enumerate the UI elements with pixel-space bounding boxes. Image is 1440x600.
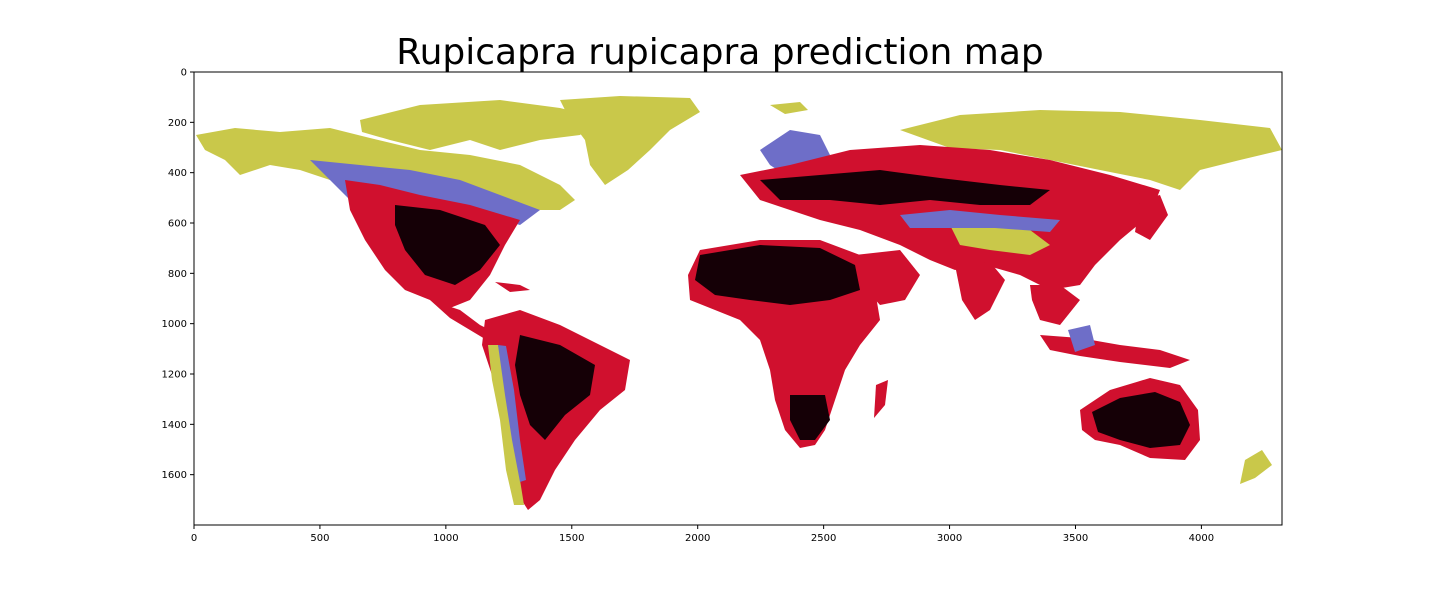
y-tick-label: 200 [168,118,187,129]
eurasia-north-yellow [900,110,1282,190]
andes-blue-band [498,345,526,482]
x-tick-label: 2500 [811,533,836,544]
y-tick-label: 800 [168,269,187,280]
x-axis: 0 500 1000 1500 2000 2500 3000 3500 4000 [191,525,1214,544]
x-tick-label: 0 [191,533,197,544]
y-tick-label: 400 [168,168,187,179]
south-africa-core [790,395,830,440]
x-tick-label: 3500 [1063,533,1088,544]
x-tick-label: 2000 [685,533,710,544]
southeast-asia [1030,285,1080,325]
x-tick-label: 4000 [1189,533,1214,544]
new-zealand [1240,450,1272,484]
y-tick-label: 600 [168,219,187,230]
central-asia-blue [900,210,1060,232]
japan [1135,195,1168,240]
x-tick-label: 500 [310,533,329,544]
sahara-core [695,245,860,305]
south-america-core [515,335,595,440]
north-america-core [395,205,500,285]
y-axis: 0 200 400 600 800 1000 1200 1400 1600 [162,68,194,481]
australia-core [1092,392,1190,448]
greenland [560,96,700,185]
axes-frame [193,71,1283,526]
madagascar [874,380,888,418]
chart-title: Rupicapra rupicapra prediction map [396,32,1044,73]
y-tick-label: 1000 [162,319,187,330]
philippines-blue [1068,325,1095,352]
svalbard-islands [770,102,808,114]
y-tick-label: 0 [181,68,187,79]
canadian-arctic-islands [360,100,600,150]
tibet-plateau-yellow [950,222,1050,255]
india [955,262,1005,320]
eurasia-core [760,170,1050,205]
prediction-heatmap [194,72,1282,525]
y-tick-label: 1600 [162,470,187,481]
y-tick-label: 1200 [162,370,187,381]
caribbean-islands [495,282,530,292]
x-tick-label: 1000 [433,533,458,544]
y-tick-label: 1400 [162,420,187,431]
x-tick-label: 3000 [937,533,962,544]
andes-yellow-band [488,345,524,505]
x-tick-label: 1500 [559,533,584,544]
